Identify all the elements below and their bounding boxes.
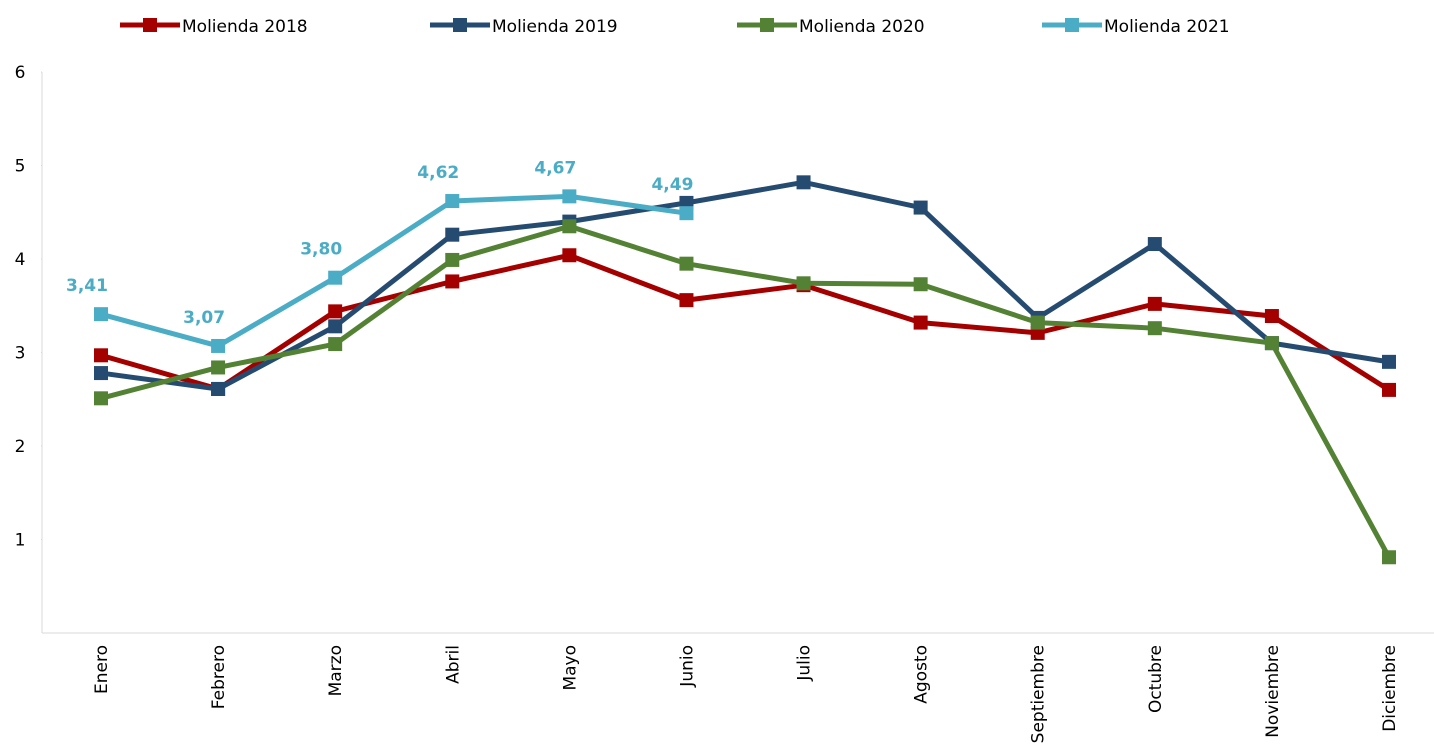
data-point — [913, 277, 928, 292]
data-point — [679, 206, 694, 221]
data-point — [562, 189, 577, 204]
x-tick-label: Marzo — [326, 645, 346, 696]
data-point — [562, 248, 577, 263]
legend-label: Molienda 2021 — [1104, 17, 1230, 37]
series-line — [100, 179, 1390, 392]
legend-label: Molienda 2020 — [799, 17, 925, 37]
x-tick-label: Diciembre — [1380, 645, 1400, 732]
data-point — [328, 304, 343, 319]
data-point — [1030, 315, 1045, 330]
y-tick-label: 6 — [15, 63, 26, 83]
legend-label: Molienda 2018 — [182, 17, 308, 37]
legend-marker — [143, 18, 157, 32]
data-point — [796, 175, 811, 190]
data-point — [1147, 321, 1162, 336]
x-tick-label: Febrero — [209, 645, 229, 709]
data-label: 4,62 — [417, 163, 459, 183]
data-point — [211, 381, 226, 396]
series-line — [100, 223, 1392, 559]
series-line — [100, 252, 1391, 393]
data-point — [211, 360, 226, 375]
data-point — [94, 366, 108, 381]
data-point — [94, 348, 108, 363]
data-point — [1147, 237, 1162, 252]
x-tick-label: Julio — [795, 645, 815, 682]
legend-label: Molienda 2019 — [492, 17, 618, 37]
data-point — [94, 307, 108, 322]
data-point — [679, 293, 694, 308]
data-point — [1382, 382, 1396, 397]
legend-marker — [760, 18, 774, 32]
x-tick-label: Septiembre — [1029, 645, 1049, 743]
series-line — [100, 193, 687, 349]
data-point — [445, 227, 460, 242]
data-point — [1264, 336, 1279, 351]
data-label: 3,80 — [300, 240, 342, 260]
data-point — [796, 276, 811, 291]
x-tick-label: Junio — [677, 645, 697, 688]
data-point — [679, 256, 694, 271]
data-point — [328, 337, 343, 352]
x-tick-label: Abril — [443, 645, 463, 684]
y-tick-label: 5 — [15, 157, 26, 177]
data-point — [328, 319, 343, 334]
y-tick-label: 3 — [15, 344, 26, 364]
x-tick-label: Noviembre — [1263, 645, 1283, 738]
data-point — [328, 270, 343, 285]
y-tick-label: 1 — [15, 531, 26, 551]
data-label: 3,41 — [66, 276, 108, 296]
data-point — [1382, 354, 1396, 369]
data-point — [913, 315, 928, 330]
data-point — [562, 219, 577, 234]
data-point — [1264, 309, 1279, 324]
data-label: 4,49 — [651, 175, 693, 195]
legend-marker — [453, 18, 467, 32]
data-label: 4,67 — [534, 158, 576, 178]
x-tick-label: Agosto — [912, 645, 932, 704]
data-point — [445, 252, 460, 267]
legend-marker — [1065, 18, 1079, 32]
data-point — [445, 274, 460, 289]
data-label: 3,07 — [183, 308, 225, 328]
data-point — [211, 338, 226, 353]
x-tick-label: Enero — [92, 645, 112, 694]
data-point — [445, 194, 460, 209]
data-point — [94, 391, 108, 406]
data-point — [913, 200, 928, 215]
x-tick-label: Octubre — [1146, 645, 1166, 713]
data-point — [1382, 550, 1396, 565]
y-tick-label: 2 — [15, 437, 26, 457]
x-tick-label: Mayo — [560, 645, 580, 691]
data-point — [1147, 296, 1162, 311]
y-tick-label: 4 — [15, 250, 26, 270]
